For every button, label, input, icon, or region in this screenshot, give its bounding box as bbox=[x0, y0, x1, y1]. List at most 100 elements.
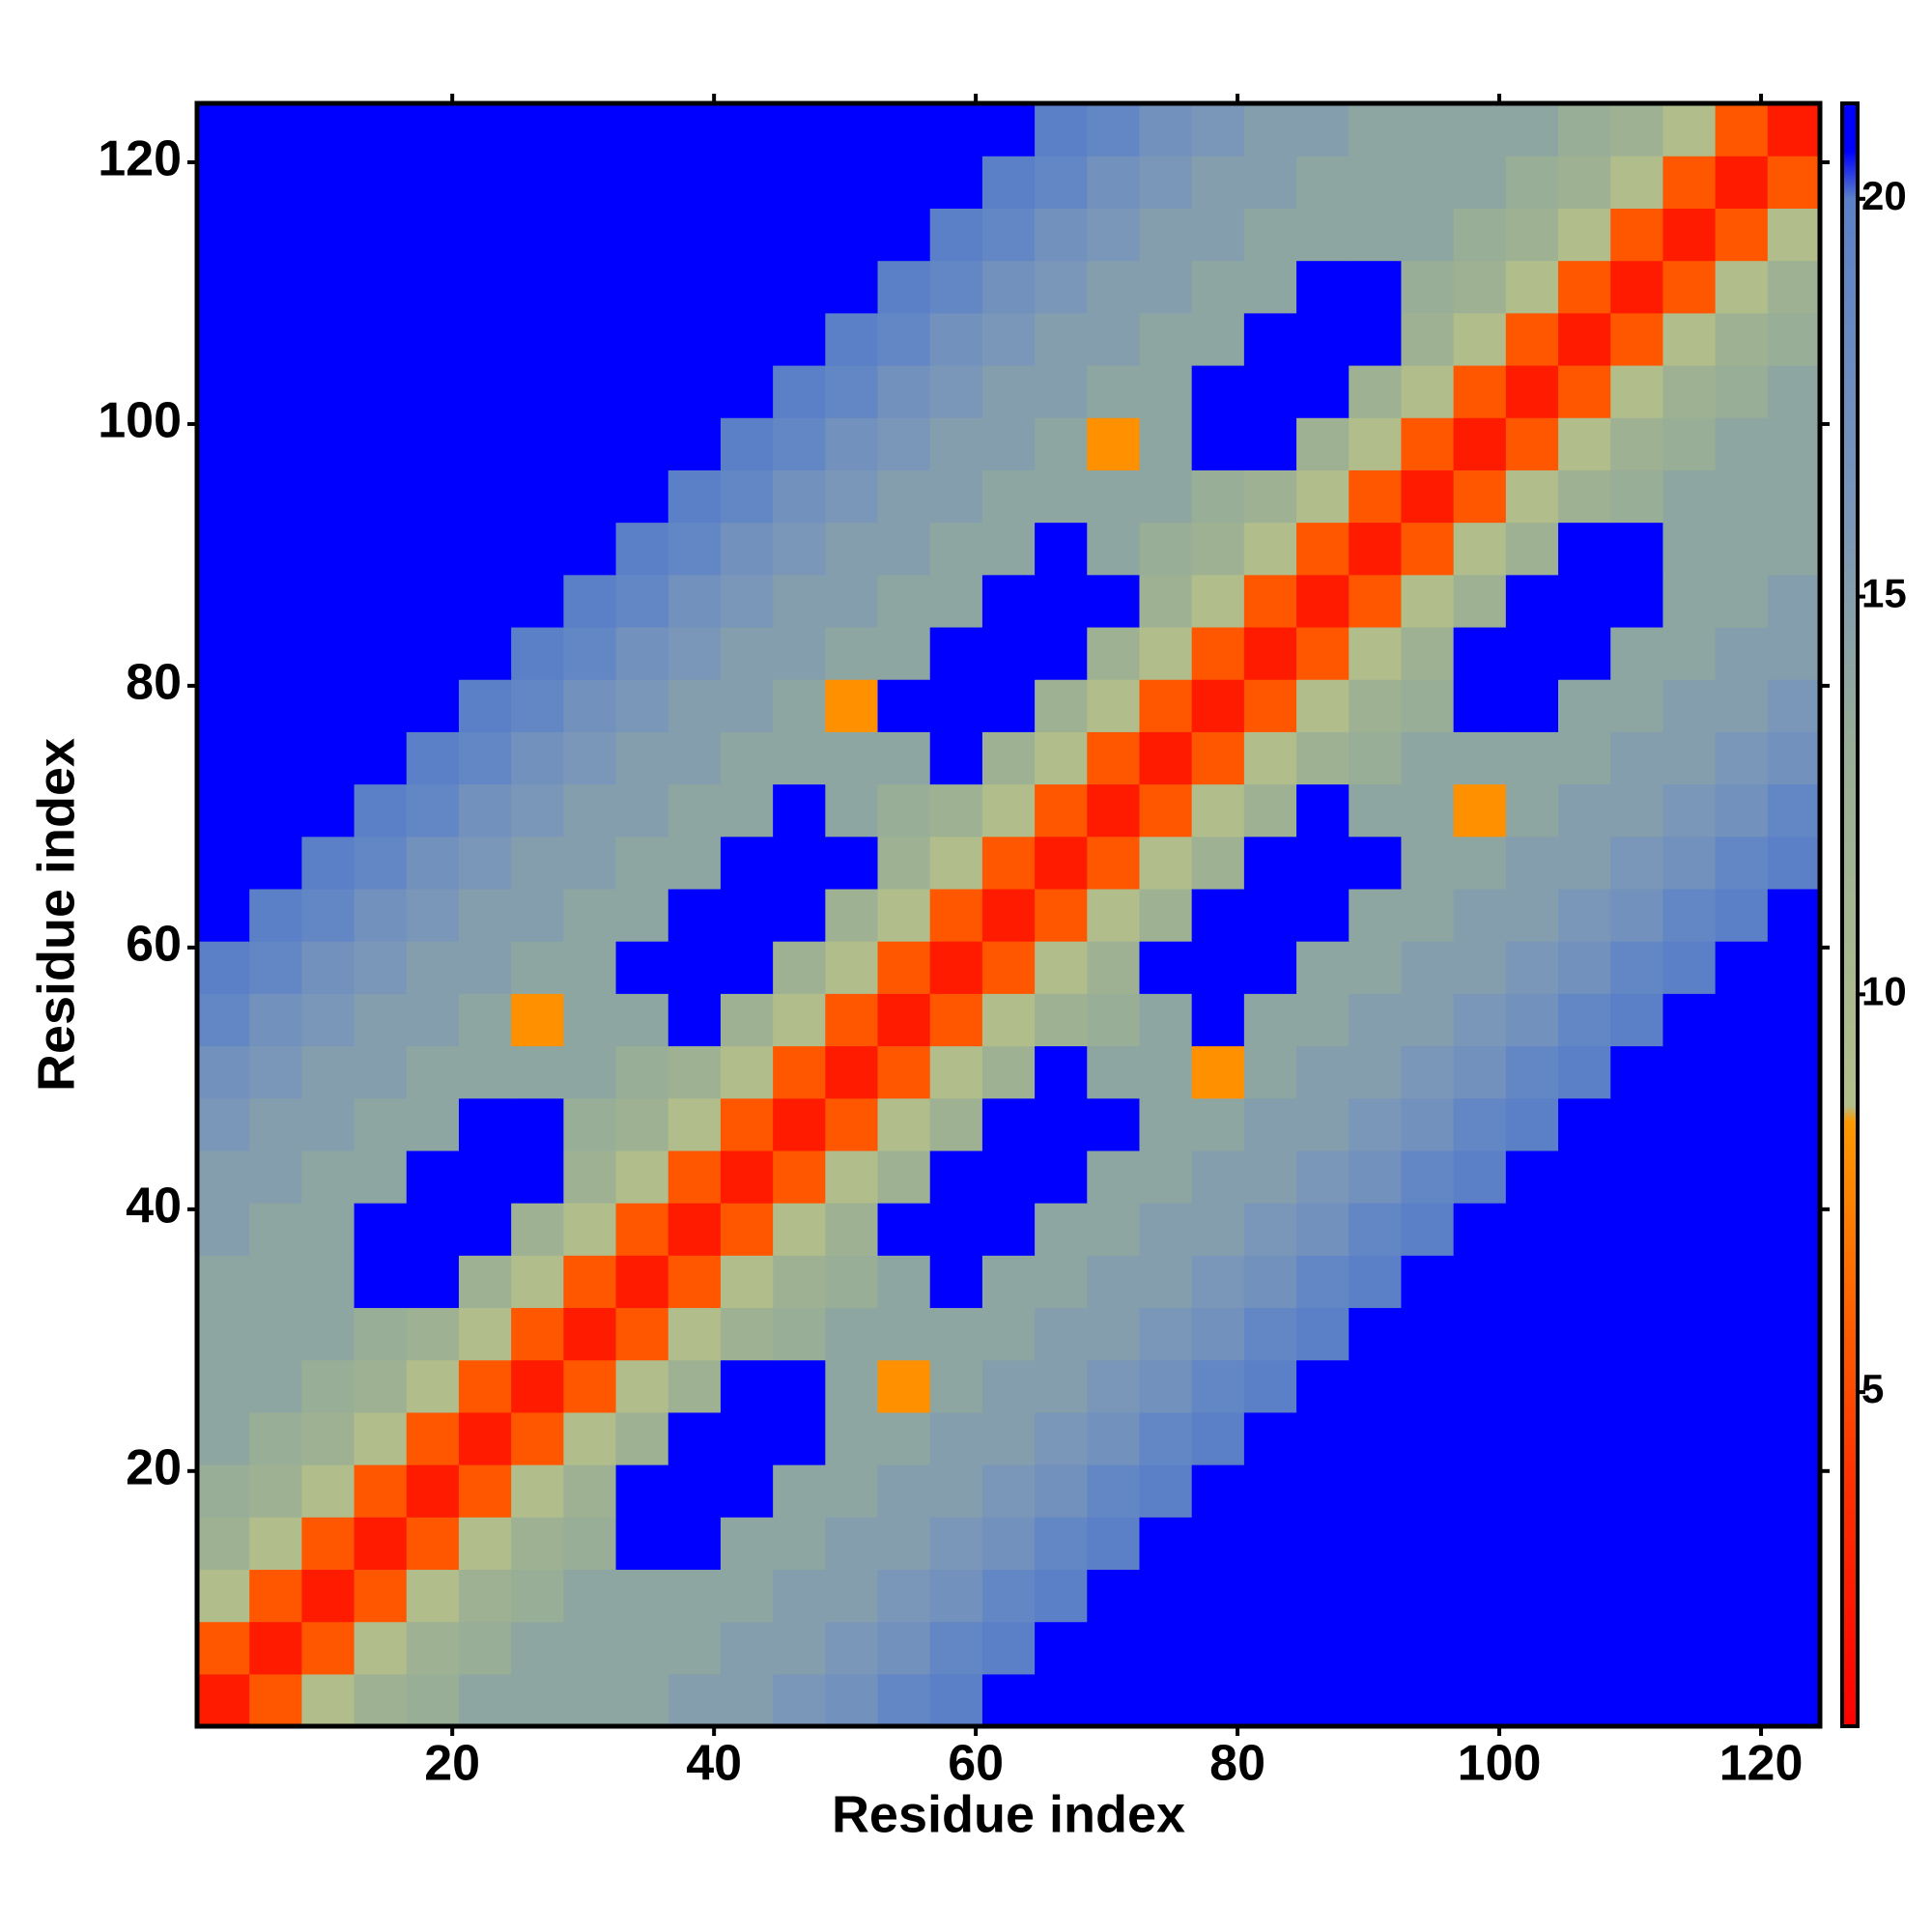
heat-cell bbox=[249, 1045, 302, 1099]
heat-cell bbox=[1035, 679, 1088, 732]
heat-cell bbox=[720, 417, 774, 470]
heat-cell bbox=[1610, 208, 1664, 262]
heat-cell bbox=[1296, 888, 1350, 942]
heat-cell bbox=[1349, 103, 1403, 156]
heat-cell bbox=[1662, 364, 1717, 418]
heat-cell bbox=[1610, 1307, 1664, 1361]
y-tick-label: 60 bbox=[126, 917, 182, 973]
heat-cell bbox=[511, 1307, 564, 1361]
heat-cell bbox=[1243, 522, 1297, 576]
heat-cell bbox=[668, 260, 722, 314]
heat-cell bbox=[354, 626, 408, 680]
heat-cell bbox=[511, 1673, 564, 1727]
heat-cell bbox=[877, 364, 931, 418]
heat-cell bbox=[720, 1464, 774, 1518]
heat-cell bbox=[354, 260, 408, 314]
heat-cell bbox=[197, 1150, 250, 1204]
heat-cell bbox=[668, 417, 722, 470]
y-tick-label: 80 bbox=[126, 655, 182, 711]
heat-cell bbox=[1715, 1517, 1769, 1571]
heat-cell bbox=[1505, 208, 1559, 262]
heat-cell bbox=[354, 1673, 408, 1727]
heat-cell bbox=[877, 626, 931, 680]
heat-cell bbox=[825, 626, 879, 680]
heat-cell bbox=[1296, 1307, 1350, 1361]
heat-cell bbox=[1558, 783, 1611, 838]
plot-frame bbox=[194, 100, 1823, 1729]
heat-cell bbox=[1767, 1203, 1821, 1256]
heat-cell bbox=[1767, 1307, 1821, 1361]
heat-cell bbox=[1087, 1517, 1141, 1571]
heat-cell bbox=[981, 417, 1036, 470]
heat-cell bbox=[615, 626, 669, 680]
heat-cell bbox=[1505, 1569, 1559, 1623]
heat-cell bbox=[1139, 417, 1193, 470]
heat-cell bbox=[1453, 522, 1507, 576]
heat-cell bbox=[1715, 1359, 1769, 1413]
heat-cell bbox=[1087, 574, 1141, 628]
heat-cell bbox=[511, 208, 564, 262]
heat-cell bbox=[1558, 1150, 1611, 1204]
heat-cell bbox=[1662, 1203, 1717, 1256]
heat-cell bbox=[929, 1255, 983, 1309]
heat-cell bbox=[1035, 574, 1088, 628]
heat-cell bbox=[406, 469, 460, 524]
heat-cell bbox=[773, 1097, 826, 1151]
heat-cell bbox=[249, 993, 302, 1047]
heat-cell bbox=[1610, 1517, 1664, 1571]
heat-cell bbox=[877, 208, 931, 262]
heat-cell bbox=[773, 1569, 826, 1623]
heat-cell bbox=[406, 522, 460, 576]
heat-cell bbox=[1035, 1359, 1088, 1413]
heat-cell bbox=[354, 1045, 408, 1099]
heat-cell bbox=[615, 1673, 669, 1727]
heat-cell bbox=[1139, 1569, 1193, 1623]
heat-cell bbox=[458, 731, 512, 785]
heat-cell bbox=[1453, 1150, 1507, 1204]
heat-cell bbox=[301, 103, 355, 156]
heat-cell bbox=[825, 1517, 879, 1571]
heat-cell bbox=[354, 1097, 408, 1151]
heat-cell bbox=[1453, 1307, 1507, 1361]
heat-cell bbox=[981, 993, 1036, 1047]
heat-cell bbox=[1035, 836, 1088, 890]
heat-cell bbox=[197, 993, 250, 1047]
heat-cell bbox=[1191, 522, 1245, 576]
heat-cell bbox=[249, 103, 302, 156]
heat-cell bbox=[1035, 783, 1088, 838]
heat-cell bbox=[1715, 1097, 1769, 1151]
heat-cell bbox=[981, 260, 1036, 314]
heat-cell bbox=[825, 1621, 879, 1675]
heat-cell bbox=[1610, 1673, 1664, 1727]
heat-cell bbox=[1767, 1359, 1821, 1413]
heat-cell bbox=[720, 679, 774, 732]
heat-cell bbox=[615, 1517, 669, 1571]
heat-cell bbox=[1035, 1673, 1088, 1727]
heat-cell bbox=[511, 364, 564, 418]
colorbar-tick-label: 15 bbox=[1861, 571, 1907, 616]
heat-cell bbox=[1610, 836, 1664, 890]
heat-cell bbox=[1453, 1255, 1507, 1309]
heat-cell bbox=[1035, 469, 1088, 524]
heat-cell bbox=[1505, 312, 1559, 366]
heat-cell bbox=[511, 626, 564, 680]
heat-cell bbox=[1715, 679, 1769, 732]
heat-cell bbox=[563, 1359, 617, 1413]
heat-cell bbox=[825, 888, 879, 942]
heat-cell bbox=[1610, 522, 1664, 576]
heat-cell bbox=[877, 731, 931, 785]
heat-cell bbox=[1715, 260, 1769, 314]
heat-cell bbox=[668, 156, 722, 209]
heat-cell bbox=[981, 103, 1036, 156]
heat-cell bbox=[1035, 1621, 1088, 1675]
heat-cell bbox=[197, 1307, 250, 1361]
heat-cell bbox=[877, 522, 931, 576]
heat-cell bbox=[1715, 1621, 1769, 1675]
heat-cell bbox=[1139, 1255, 1193, 1309]
heat-cell bbox=[301, 1255, 355, 1309]
heat-cell bbox=[301, 312, 355, 366]
heat-cell bbox=[249, 312, 302, 366]
heat-cell bbox=[1296, 1621, 1350, 1675]
heat-cell bbox=[1139, 1045, 1193, 1099]
heat-cell bbox=[773, 208, 826, 262]
